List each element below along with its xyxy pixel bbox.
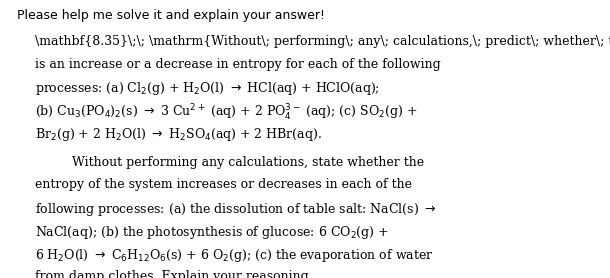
Text: Br$_2$(g) + 2 H$_2$O(l) $\rightarrow$ H$_2$SO$_4$(aq) + 2 HBr(aq).: Br$_2$(g) + 2 H$_2$O(l) $\rightarrow$ H$… bbox=[35, 126, 322, 143]
Text: NaCl(aq); (b) the photosynthesis of glucose: 6 CO$_2$(g) +: NaCl(aq); (b) the photosynthesis of gluc… bbox=[35, 224, 389, 241]
Text: 6 H$_2$O(l) $\rightarrow$ C$_6$H$_{12}$O$_6$(s) + 6 O$_2$(g); (c) the evaporatio: 6 H$_2$O(l) $\rightarrow$ C$_6$H$_{12}$O… bbox=[35, 247, 434, 264]
Text: is an increase or a decrease in entropy for each of the following: is an increase or a decrease in entropy … bbox=[35, 58, 441, 71]
Text: from damp clothes. Explain your reasoning.: from damp clothes. Explain your reasonin… bbox=[35, 270, 313, 278]
Text: Without performing any calculations, state whether the: Without performing any calculations, sta… bbox=[72, 156, 424, 169]
Text: entropy of the system increases or decreases in each of the: entropy of the system increases or decre… bbox=[35, 178, 412, 192]
Text: \mathbf{8.35}\;\; \mathrm{Without\; performing\; any\; calculations,\; predict\;: \mathbf{8.35}\;\; \mathrm{Without\; perf… bbox=[35, 35, 610, 48]
Text: Please help me solve it and explain your answer!: Please help me solve it and explain your… bbox=[17, 9, 325, 22]
Text: (b) Cu$_3$(PO$_4$)$_2$(s) $\rightarrow$ 3 Cu$^{2+}$ (aq) + 2 PO$_4^{3-}$ (aq); (: (b) Cu$_3$(PO$_4$)$_2$(s) $\rightarrow$ … bbox=[35, 103, 418, 123]
Text: processes: (a) Cl$_2$(g) + H$_2$O(l) $\rightarrow$ HCl(aq) + HClO(aq);: processes: (a) Cl$_2$(g) + H$_2$O(l) $\r… bbox=[35, 80, 380, 97]
Text: following processes: (a) the dissolution of table salt: NaCl(s) $\rightarrow$: following processes: (a) the dissolution… bbox=[35, 201, 437, 218]
